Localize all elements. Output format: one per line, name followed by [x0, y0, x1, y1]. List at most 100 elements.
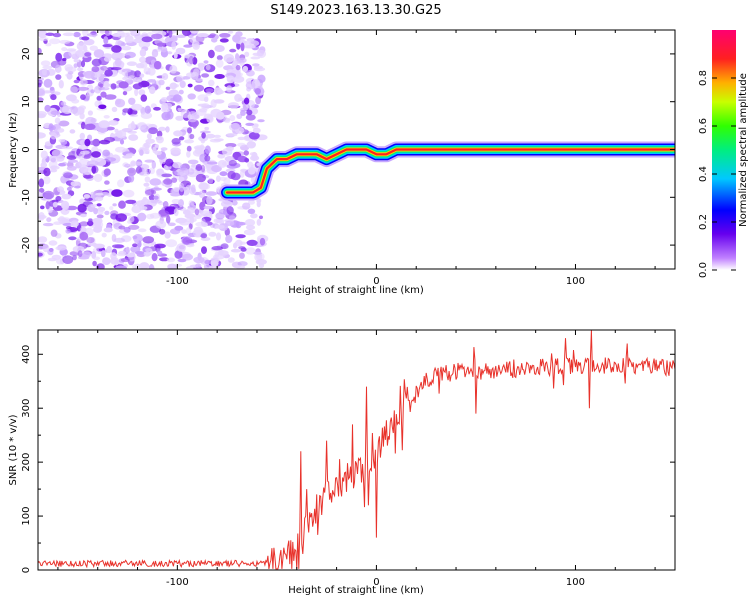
noise-speck [187, 127, 192, 134]
noise-speck [65, 94, 77, 102]
colorbar-tick-label: 0.8 [698, 70, 709, 86]
noise-speck [171, 41, 177, 50]
noise-speck [118, 81, 129, 89]
noise-speck [88, 218, 93, 222]
noise-speck [139, 203, 145, 211]
noise-speck [176, 75, 184, 83]
noise-speck [132, 235, 138, 240]
noise-speck [205, 191, 218, 196]
noise-speck [132, 243, 138, 247]
noise-speck [68, 236, 77, 241]
noise-speck [134, 240, 140, 244]
spectrogram-ylabel: Frequency (Hz) [8, 112, 19, 188]
noise-speck [84, 123, 96, 130]
noise-speck [235, 64, 241, 71]
noise-speck [199, 201, 206, 211]
noise-speck [126, 61, 137, 66]
noise-speck [173, 52, 178, 59]
noise-speck [226, 206, 234, 215]
noise-speck [128, 134, 139, 141]
noise-speck [63, 172, 73, 179]
noise-speck [44, 141, 52, 147]
noise-speck [80, 213, 87, 218]
noise-speck [135, 251, 145, 255]
noise-speck [155, 220, 167, 229]
noise-speck [142, 236, 155, 244]
noise-speck [87, 110, 93, 116]
noise-speck [148, 194, 155, 201]
noise-speck [173, 186, 181, 192]
noise-speck [104, 69, 113, 77]
noise-speck [134, 88, 139, 97]
noise-speck [177, 107, 182, 112]
noise-speck [203, 205, 214, 210]
noise-speck [38, 252, 43, 257]
noise-speck [102, 44, 113, 48]
y-tick-label: 300 [21, 399, 32, 418]
spectrogram-noise [38, 30, 269, 269]
noise-speck [106, 245, 112, 254]
noise-speck [214, 74, 225, 79]
noise-speck [230, 172, 241, 181]
noise-speck [125, 153, 135, 157]
noise-speck [93, 256, 101, 261]
noise-speck [143, 182, 150, 187]
noise-speck [230, 248, 242, 253]
noise-speck [58, 139, 66, 143]
noise-speck [195, 78, 203, 82]
noise-speck [58, 215, 66, 225]
spectrogram-x-ticks: -100 0 100 [57, 30, 656, 287]
noise-speck [194, 43, 199, 48]
noise-speck [173, 130, 183, 137]
noise-speck [167, 222, 176, 227]
noise-speck [140, 112, 153, 119]
noise-speck [120, 257, 130, 263]
noise-speck [110, 67, 122, 71]
noise-speck [251, 151, 258, 161]
noise-speck [237, 136, 246, 141]
noise-speck [85, 116, 96, 126]
noise-speck [92, 260, 97, 267]
noise-speck [187, 83, 193, 88]
noise-speck [208, 49, 215, 59]
y-tick-label: 0 [21, 146, 32, 152]
noise-speck [58, 120, 70, 127]
noise-speck [109, 206, 114, 211]
noise-speck [225, 220, 235, 226]
noise-speck [182, 237, 191, 245]
noise-speck [91, 151, 101, 158]
noise-speck [132, 83, 143, 90]
y-tick-label: 200 [21, 453, 32, 472]
noise-speck [225, 143, 237, 148]
noise-speck [216, 111, 225, 120]
noise-speck [199, 130, 211, 134]
x-tick-label: -100 [166, 276, 189, 287]
noise-speck [57, 186, 64, 193]
noise-speck [144, 105, 151, 114]
snr-series-line [38, 330, 675, 570]
noise-speck [48, 240, 58, 246]
noise-speck [226, 85, 233, 93]
noise-speck [182, 253, 193, 261]
noise-speck [140, 61, 148, 69]
noise-speck [250, 213, 258, 219]
noise-speck [232, 34, 241, 43]
noise-speck [42, 190, 55, 200]
noise-speck [222, 148, 233, 156]
noise-speck [127, 167, 137, 177]
noise-speck [50, 157, 56, 163]
noise-speck [223, 53, 235, 63]
noise-speck [191, 184, 196, 193]
noise-speck [170, 192, 181, 197]
noise-speck [91, 66, 100, 73]
noise-speck [131, 205, 142, 214]
noise-speck [213, 134, 221, 138]
noise-speck [104, 30, 110, 34]
noise-speck [235, 221, 247, 226]
noise-speck [147, 67, 156, 76]
noise-speck [92, 72, 101, 78]
signal-track-layer-5 [226, 148, 675, 194]
noise-speck [187, 159, 199, 165]
noise-speck [137, 212, 147, 222]
